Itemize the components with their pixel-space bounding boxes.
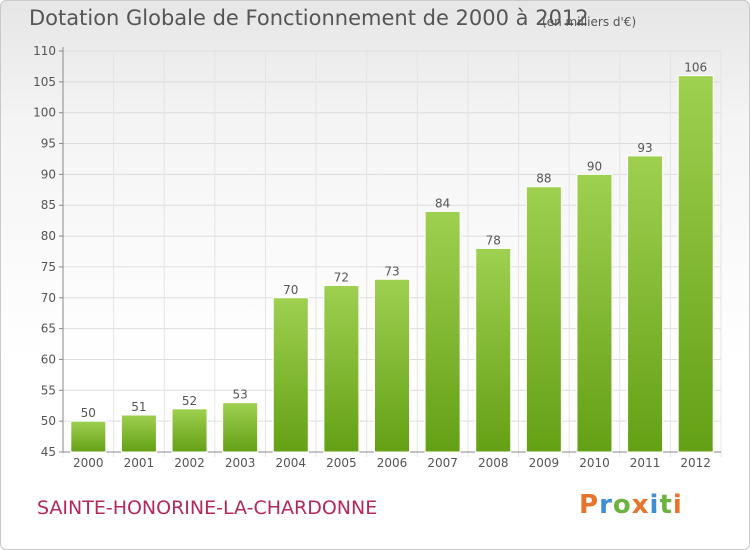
y-tick-label: 60 [41, 352, 56, 366]
bar-2010 [576, 173, 613, 453]
x-tick-label: 2006 [377, 456, 408, 470]
bars [70, 75, 714, 453]
logo-letter: o [612, 490, 632, 520]
x-tick-label: 2001 [124, 456, 155, 470]
logo-letter: r [599, 490, 613, 520]
bar-value-labels: 50 51 52 53 70 72 73 84 78 88 90 93 106 [81, 61, 707, 420]
logo-letter: x [631, 490, 650, 520]
x-tick-label: 2007 [427, 456, 458, 470]
y-tick-label: 100 [33, 106, 56, 120]
logo-letter: i [649, 490, 660, 520]
bar-value-label: 70 [283, 283, 298, 297]
bar-value-label: 73 [384, 264, 399, 278]
y-tick-label: 105 [33, 75, 56, 89]
y-tick-label: 85 [41, 198, 56, 212]
y-tick-label: 70 [41, 291, 56, 305]
chart-title: Dotation Globale de Fonctionnement de 20… [29, 6, 589, 30]
bar-2007 [424, 210, 461, 453]
bar-2004 [272, 297, 309, 453]
y-tick-label: 65 [41, 322, 56, 336]
bar-value-label: 90 [587, 159, 602, 173]
proxiti-logo: Proxiti [579, 490, 683, 520]
bar-2002 [171, 408, 208, 453]
bar-value-label: 50 [81, 406, 96, 420]
y-tick-label: 110 [33, 44, 56, 58]
bar-2009 [525, 186, 562, 453]
bar-value-label: 84 [435, 196, 450, 210]
y-tick-label: 75 [41, 260, 56, 274]
bar-value-label: 51 [131, 400, 146, 414]
bar-value-label: 93 [637, 141, 652, 155]
x-tick-label: 2003 [225, 456, 256, 470]
bar-value-label: 52 [182, 394, 197, 408]
bar-value-label: 78 [486, 233, 501, 247]
x-tick-label: 2000 [73, 456, 104, 470]
x-tick-label: 2010 [579, 456, 610, 470]
x-tick-labels: 2000 2001 2002 2003 2004 2005 2006 2007 2008 2009… [73, 456, 711, 470]
y-tick-label: 55 [41, 383, 56, 397]
bar-2005 [323, 284, 360, 453]
bar-value-label: 106 [684, 61, 707, 75]
bar-2000 [70, 420, 107, 453]
logo-letter: t [659, 490, 673, 520]
bar-value-label: 72 [334, 270, 349, 284]
commune-name: SAINTE-HONORINE-LA-CHARDONNE [37, 497, 378, 519]
y-tick-labels: 45 50 55 60 65 70 75 80 85 90 95 100 105 110 [33, 44, 56, 459]
y-tick-label: 80 [41, 229, 56, 243]
logo-letter: P [579, 490, 600, 520]
bar-2001 [120, 414, 157, 453]
x-tick-label: 2011 [630, 456, 661, 470]
bar-2012 [677, 75, 714, 453]
x-tick-label: 2012 [680, 456, 711, 470]
bar-value-label: 53 [233, 388, 248, 402]
bar-2011 [627, 155, 664, 453]
bar-2006 [374, 278, 410, 453]
y-tick-label: 95 [41, 137, 56, 151]
x-tick-label: 2008 [478, 456, 509, 470]
chart-unit: (en milliers d'€) [542, 15, 637, 29]
bar-2008 [475, 247, 512, 453]
x-tick-label: 2005 [326, 456, 357, 470]
x-tick-label: 2009 [529, 456, 560, 470]
bar-value-label: 88 [536, 172, 551, 186]
x-tick-label: 2002 [174, 456, 205, 470]
y-tick-label: 45 [41, 445, 56, 459]
bar-2003 [222, 402, 259, 453]
x-tick-label: 2004 [275, 456, 306, 470]
logo-letter: i [672, 490, 683, 520]
y-tick-label: 50 [41, 414, 56, 428]
y-tick-label: 90 [41, 167, 56, 181]
